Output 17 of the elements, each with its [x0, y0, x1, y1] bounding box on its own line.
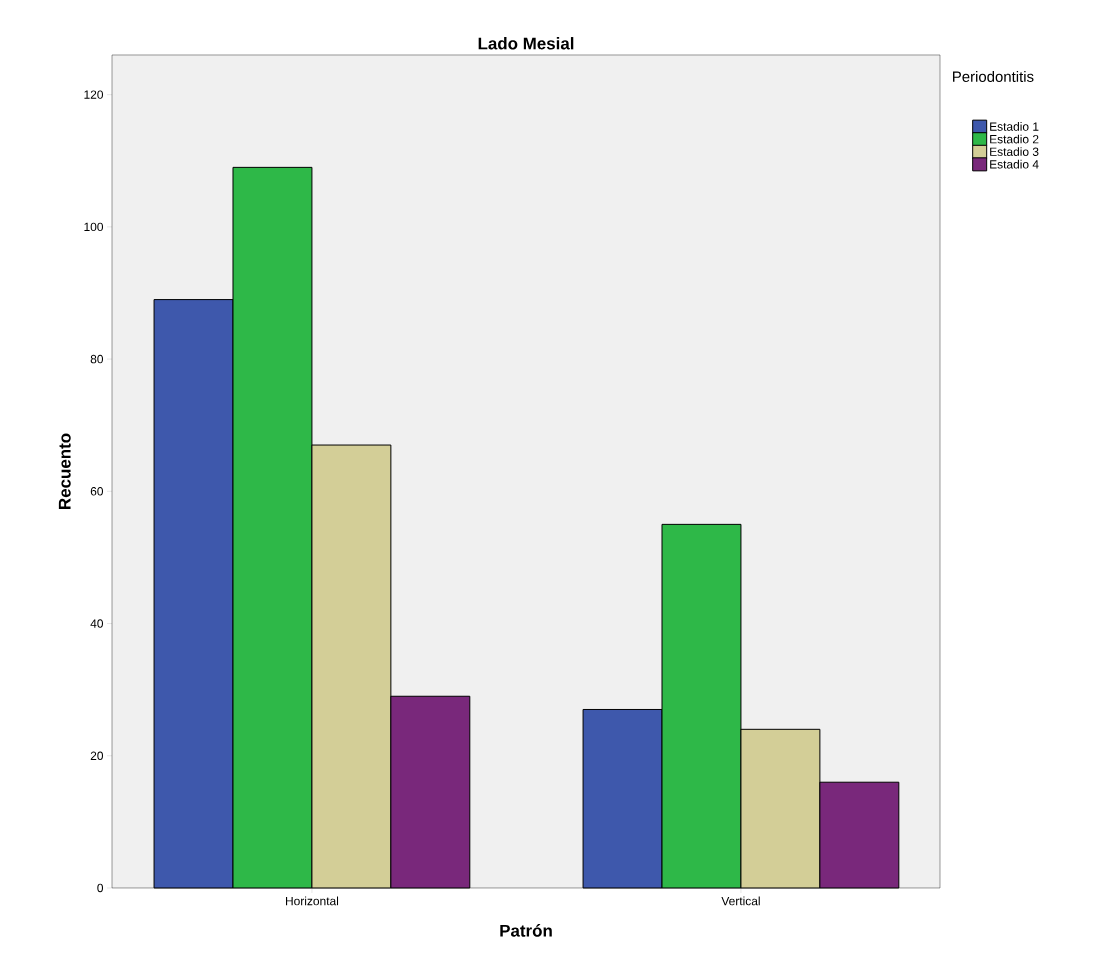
- y-tick-label: 20: [90, 751, 104, 760]
- y-tick-label: 40: [90, 619, 104, 628]
- y-axis-title: Recuento: [58, 433, 71, 509]
- chart-title: Lado Mesial: [478, 37, 574, 50]
- y-tick-label: 120: [84, 90, 104, 99]
- legend-title: Periodontitis: [953, 70, 1034, 82]
- legend-label: Estadio 1: [990, 122, 1039, 131]
- legend-label: Estadio 4: [990, 159, 1039, 169]
- legend-label: Estadio 2: [990, 134, 1039, 144]
- y-tick-label: 100: [84, 222, 104, 232]
- x-tick-label: Vertical: [721, 896, 760, 906]
- y-tick-label: 80: [90, 354, 104, 364]
- x-axis-title: Patrón: [500, 924, 552, 937]
- y-tick-label: 0: [97, 883, 104, 893]
- legend-label: Estadio 3: [990, 147, 1039, 156]
- y-tick-label: 60: [90, 487, 104, 496]
- x-tick-label: Horizontal: [286, 896, 339, 906]
